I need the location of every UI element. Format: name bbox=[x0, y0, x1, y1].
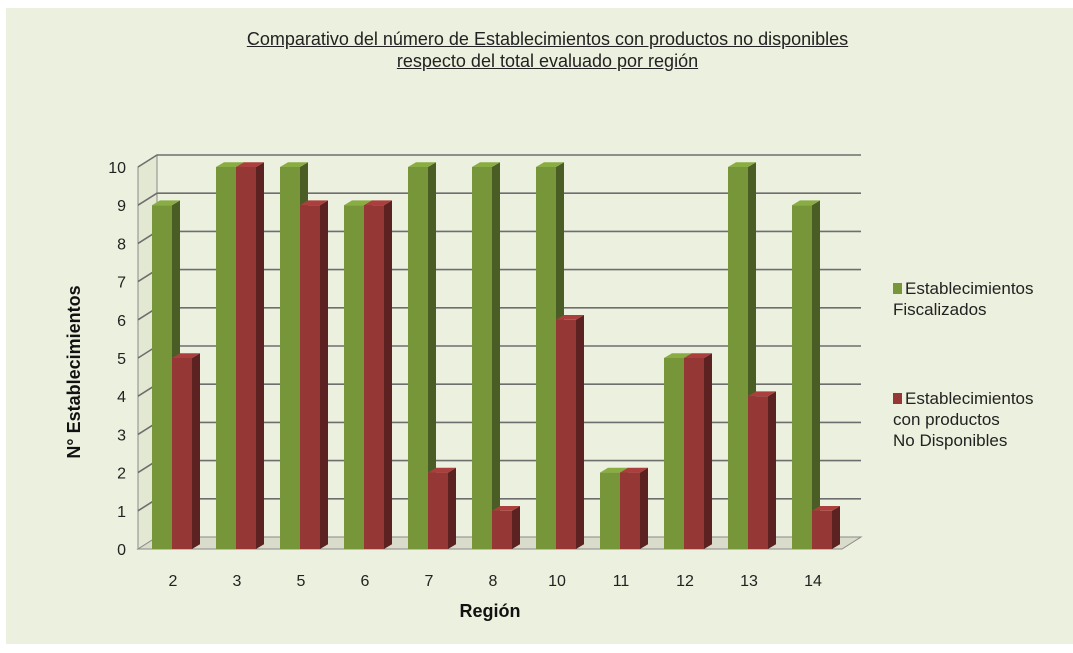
y-tick-label: 6 bbox=[117, 313, 126, 330]
chart-title: Comparativo del número de Establecimient… bbox=[0, 28, 1073, 72]
legend-item-2: Establecimientos con productos No Disponib… bbox=[893, 389, 1034, 450]
x-tick-label: 10 bbox=[548, 573, 566, 590]
x-tick-label: 12 bbox=[676, 573, 694, 590]
legend-label: No Disponibles bbox=[893, 431, 1007, 450]
y-tick-label: 9 bbox=[117, 198, 126, 215]
y-tick-label: 4 bbox=[117, 389, 126, 406]
legend-item-1: Establecimientos Fiscalizados bbox=[893, 279, 1034, 319]
y-axis-title: N° Establecimientos bbox=[64, 285, 84, 458]
legend-label: Fiscalizados bbox=[893, 300, 987, 319]
y-tick-label: 10 bbox=[108, 160, 126, 177]
bar-fiscalizados bbox=[472, 162, 500, 549]
bars bbox=[152, 162, 840, 549]
legend-label: Establecimientos bbox=[905, 389, 1034, 408]
bar-no-disponibles bbox=[684, 353, 712, 549]
bar-no-disponibles bbox=[748, 391, 776, 549]
bar-no-disponibles bbox=[620, 467, 648, 549]
y-tick-label: 8 bbox=[117, 236, 126, 253]
y-tick-label: 7 bbox=[117, 275, 126, 292]
chart-title-line-1: Comparativo del número de Establecimient… bbox=[246, 29, 849, 49]
gridline bbox=[137, 154, 861, 168]
y-tick-label: 0 bbox=[117, 542, 126, 559]
gridline bbox=[137, 192, 861, 206]
y-tick-labels: 0 1 2 3 4 5 6 7 8 9 10 bbox=[108, 160, 126, 559]
x-tick-label: 6 bbox=[361, 573, 370, 590]
x-tick-label: 8 bbox=[489, 573, 498, 590]
bar-no-disponibles bbox=[428, 467, 456, 549]
y-tick-label: 1 bbox=[117, 504, 126, 521]
legend-label: Establecimientos bbox=[905, 279, 1034, 298]
bar-fiscalizados bbox=[408, 162, 436, 549]
bar-no-disponibles bbox=[172, 353, 200, 549]
x-tick-label: 14 bbox=[804, 573, 822, 590]
bar-no-disponibles bbox=[236, 162, 264, 549]
bar-no-disponibles bbox=[492, 506, 520, 549]
x-tick-label: 13 bbox=[740, 573, 758, 590]
bar-no-disponibles bbox=[364, 200, 392, 549]
x-tick-labels: 2 3 5 6 7 8 10 11 12 13 14 bbox=[169, 573, 822, 590]
legend: EstablecimientosFiscalizadosEstablecimie… bbox=[893, 279, 1034, 450]
chart-title-line-2: respecto del total evaluado por región bbox=[396, 51, 699, 71]
x-tick-label: 11 bbox=[613, 573, 630, 590]
x-tick-label: 3 bbox=[233, 573, 242, 590]
y-tick-label: 2 bbox=[117, 466, 126, 483]
bar-no-disponibles bbox=[300, 200, 328, 549]
x-axis-title: Región bbox=[460, 601, 521, 621]
legend-swatch bbox=[893, 283, 902, 294]
bar-fiscalizados bbox=[792, 200, 820, 549]
bar-no-disponibles bbox=[556, 315, 584, 549]
legend-label: con productos bbox=[893, 410, 1000, 429]
y-tick-label: 5 bbox=[117, 351, 126, 368]
x-tick-label: 2 bbox=[169, 573, 178, 590]
x-tick-label: 7 bbox=[425, 573, 434, 590]
x-tick-label: 5 bbox=[297, 573, 306, 590]
legend-swatch bbox=[893, 393, 902, 404]
bar-no-disponibles bbox=[812, 506, 840, 549]
y-tick-label: 3 bbox=[117, 427, 126, 444]
